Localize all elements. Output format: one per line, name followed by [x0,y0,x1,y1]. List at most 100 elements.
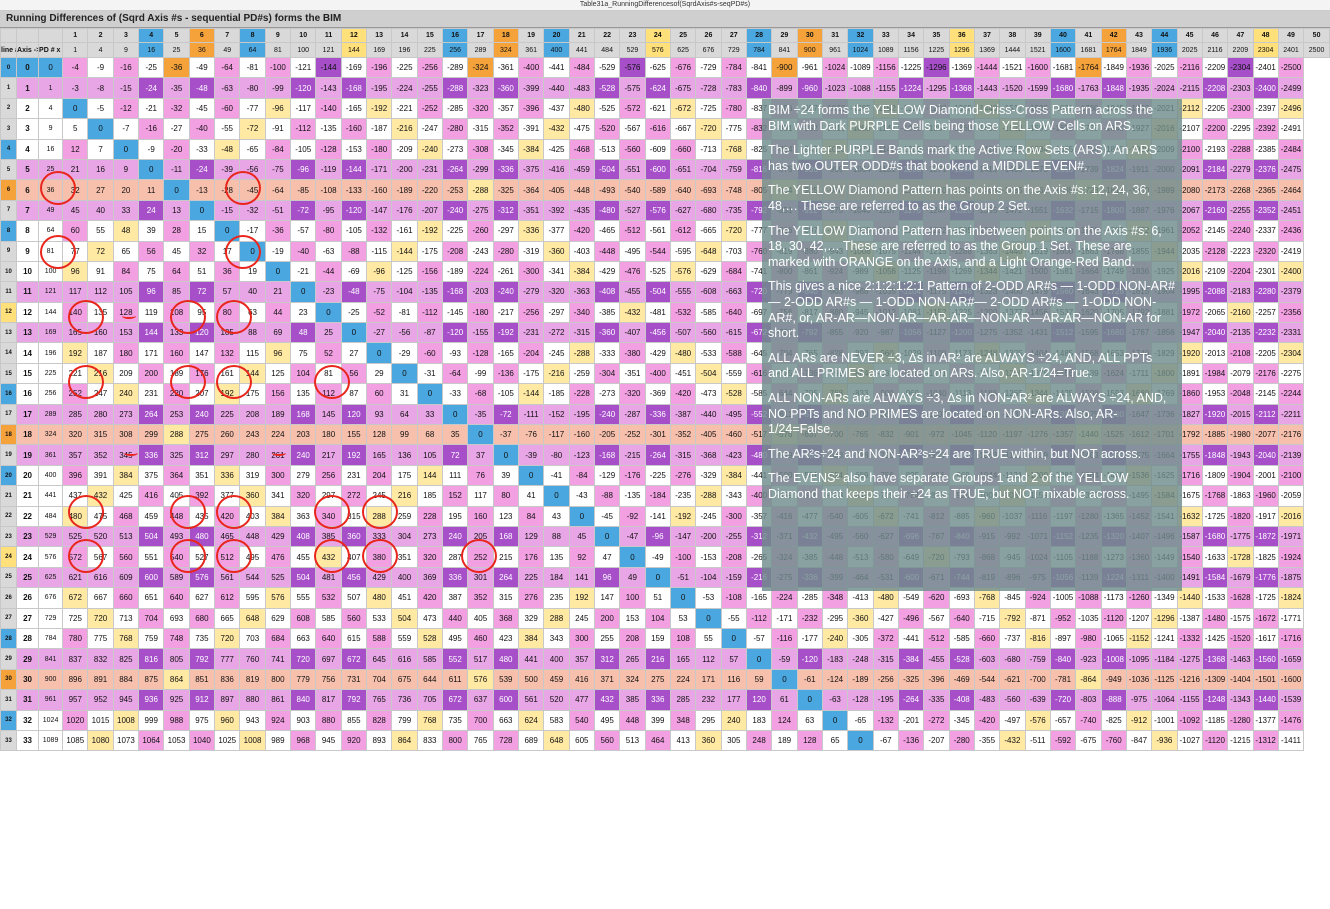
table-cell[interactable]: -735 [720,199,747,222]
table-cell[interactable]: 611 [441,668,469,691]
table-cell[interactable]: -252 [416,97,444,120]
table-cell[interactable]: 513 [112,525,140,548]
table-cell[interactable]: -660 [973,627,1001,650]
table-cell[interactable]: -245 [695,505,722,527]
table-cell[interactable]: 315 [340,505,368,527]
row-axis-number[interactable]: 31 [16,689,40,711]
table-cell[interactable]: 391 [87,464,114,487]
table-cell[interactable]: -216 [391,118,418,140]
table-cell[interactable]: -2059 [1277,485,1305,507]
table-cell[interactable]: 432 [87,485,114,507]
table-cell[interactable]: 396 [62,464,89,487]
row-pd-number[interactable]: 169 [38,322,64,344]
table-cell[interactable]: 0 [593,525,621,548]
table-cell[interactable]: -375 [517,158,545,181]
table-cell[interactable]: -2419 [1277,240,1305,262]
table-cell[interactable]: -1425 [1201,627,1229,650]
table-cell[interactable]: 56 [138,240,165,262]
table-cell[interactable]: -387 [669,403,697,426]
table-cell[interactable]: -441 [897,627,925,650]
table-cell[interactable]: -1860 [1176,383,1203,405]
table-cell[interactable]: -1368 [948,77,975,99]
table-cell[interactable]: -315 [872,648,899,670]
table-cell[interactable]: -351 [619,362,646,385]
table-cell[interactable]: -715 [973,607,1001,629]
table-cell[interactable]: 299 [138,424,165,446]
table-cell[interactable]: -255 [720,525,747,548]
table-cell[interactable]: -384 [517,138,545,160]
table-cell[interactable]: -936 [1151,729,1178,752]
table-cell[interactable]: 108 [669,627,697,650]
table-cell[interactable]: -345 [948,709,975,731]
table-cell[interactable]: 225 [214,403,241,426]
table-cell[interactable]: 697 [315,648,342,670]
table-cell[interactable]: -105 [290,138,317,160]
table-cell[interactable]: 0 [467,424,494,446]
table-cell[interactable]: 240 [188,403,216,426]
table-cell[interactable]: -325 [492,179,519,201]
table-cell[interactable]: -399 [517,77,545,99]
table-cell[interactable]: 105 [112,281,140,303]
table-cell[interactable]: -1156 [872,56,899,79]
table-cell[interactable]: 779 [290,668,317,691]
table-cell[interactable]: 265 [619,648,646,670]
row-axis-number[interactable]: 18 [16,424,40,446]
table-cell[interactable]: -187 [366,118,393,140]
table-cell[interactable]: 775 [87,627,114,650]
table-cell[interactable]: 111 [441,464,469,487]
table-cell[interactable]: -396 [923,668,950,691]
table-cell[interactable]: -300 [720,505,747,527]
row-axis-number[interactable]: 24 [16,546,40,568]
table-cell[interactable]: -264 [644,444,671,466]
column-number[interactable]: 31 [821,28,849,43]
table-cell[interactable]: -59 [771,648,798,670]
table-cell[interactable]: 231 [340,464,368,487]
table-cell[interactable]: -2205 [1252,342,1279,364]
table-cell[interactable]: -2160 [1227,301,1254,324]
table-cell[interactable]: -108 [720,587,747,609]
table-cell[interactable]: -273 [441,138,469,160]
table-cell[interactable]: 247 [87,383,114,405]
table-cell[interactable]: 88 [543,525,570,548]
table-cell[interactable]: 108 [163,301,190,324]
table-cell[interactable]: 507 [340,587,368,609]
table-cell[interactable]: -1491 [1176,566,1203,589]
table-cell[interactable]: -2183 [1227,281,1254,303]
table-cell[interactable]: 880 [315,709,342,731]
table-cell[interactable]: 407 [340,546,368,568]
table-cell[interactable]: 133 [163,322,190,344]
table-cell[interactable]: -180 [467,301,494,324]
table-cell[interactable]: 57 [214,281,241,303]
table-cell[interactable]: -2401 [1252,56,1279,79]
table-cell[interactable]: 153 [112,322,140,344]
table-cell[interactable]: 1015 [87,709,114,731]
table-cell[interactable]: -1617 [1252,627,1279,650]
table-cell[interactable]: 731 [340,668,368,691]
table-cell[interactable]: -1587 [1176,525,1203,548]
table-cell[interactable]: 465 [214,525,241,548]
table-cell[interactable]: -2135 [1227,322,1254,344]
table-cell[interactable]: 43 [543,505,570,527]
table-cell[interactable]: -1387 [1176,607,1203,629]
table-cell[interactable]: 112 [87,281,114,303]
table-cell[interactable]: 585 [416,648,444,670]
axis-squared-cell[interactable]: 1156 [897,42,925,58]
table-cell[interactable]: -1560 [1252,648,1279,670]
table-cell[interactable]: 187 [87,342,114,364]
table-cell[interactable]: -228 [568,383,595,405]
table-cell[interactable]: -165 [492,342,519,364]
table-cell[interactable]: 480 [366,587,393,609]
table-cell[interactable]: -1792 [1176,424,1203,446]
table-cell[interactable]: -120 [441,322,469,344]
table-cell[interactable]: 120 [745,689,773,711]
table-cell[interactable]: 875 [138,668,165,691]
table-cell[interactable]: 833 [416,729,444,752]
table-cell[interactable]: 520 [543,689,570,711]
table-cell[interactable]: 352 [87,444,114,466]
table-cell[interactable]: -116 [771,627,798,650]
table-cell[interactable]: -56 [391,322,418,344]
table-cell[interactable]: -1480 [1201,607,1229,629]
table-cell[interactable]: -1848 [1201,444,1229,466]
column-number[interactable]: 41 [1075,28,1102,43]
table-cell[interactable]: -35 [467,403,494,426]
